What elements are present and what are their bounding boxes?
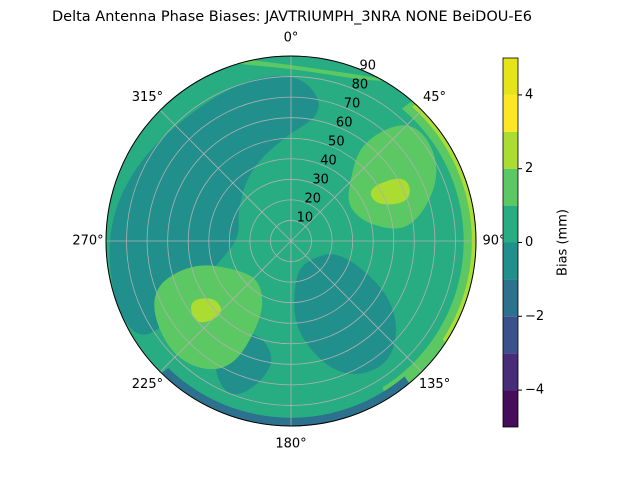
r-tick-label: 40 bbox=[320, 154, 337, 169]
theta-tick-label: 270° bbox=[72, 234, 103, 249]
r-tick-label: 20 bbox=[304, 192, 321, 207]
contour-region bbox=[224, 58, 388, 81]
colorbar-band bbox=[503, 168, 518, 206]
theta-tick-label: 315° bbox=[132, 90, 163, 105]
theta-tick-label: 90° bbox=[482, 234, 505, 249]
polar-frame bbox=[105, 55, 477, 427]
grid-spoke bbox=[290, 109, 423, 242]
theta-tick-label: 135° bbox=[419, 377, 450, 392]
colorbar-label: Bias (mm) bbox=[556, 209, 571, 276]
r-tick-label: 70 bbox=[344, 97, 361, 112]
r-tick-label: 90 bbox=[360, 59, 377, 74]
contour-region bbox=[190, 298, 222, 323]
chart-title: Delta Antenna Phase Biases: JAVTRIUMPH_3… bbox=[52, 9, 532, 25]
colorbar-tick-label: −2 bbox=[525, 309, 544, 324]
colorbar-tick-label: 0 bbox=[525, 235, 533, 250]
r-tick-label: 30 bbox=[312, 173, 329, 188]
r-tick-label: 60 bbox=[336, 116, 353, 131]
theta-tick-label: 180° bbox=[275, 437, 306, 452]
theta-tick-label: 225° bbox=[132, 377, 163, 392]
contour-region bbox=[370, 178, 410, 205]
grid-spoke bbox=[159, 109, 292, 242]
theta-tick-label: 45° bbox=[423, 90, 446, 105]
colorbar-band bbox=[503, 390, 518, 427]
contour-region bbox=[348, 125, 437, 229]
colorbar-band bbox=[503, 353, 518, 391]
colorbar-tick-label: 4 bbox=[525, 87, 533, 102]
colorbar-band bbox=[503, 94, 518, 132]
colorbar-tick-label: −4 bbox=[525, 383, 544, 398]
grid-spoke bbox=[159, 240, 292, 373]
colorbar-band bbox=[503, 131, 518, 169]
r-tick-label: 10 bbox=[297, 211, 314, 226]
colorbar-band bbox=[503, 316, 518, 354]
colorbar: −4 −2 0 2 4 Bias (mm) bbox=[502, 57, 571, 428]
grid-spoke bbox=[290, 240, 423, 373]
colorbar-band bbox=[503, 242, 518, 280]
colorbar-band bbox=[503, 205, 518, 243]
colorbar-band bbox=[503, 58, 518, 95]
contour-region bbox=[294, 254, 397, 375]
colorbar-tick-label: 2 bbox=[525, 161, 533, 176]
contour-region bbox=[109, 76, 319, 335]
theta-tick-label: 0° bbox=[284, 31, 299, 46]
colorbar-band bbox=[503, 279, 518, 317]
r-tick-label: 50 bbox=[328, 135, 345, 150]
r-tick-label: 80 bbox=[352, 78, 369, 93]
